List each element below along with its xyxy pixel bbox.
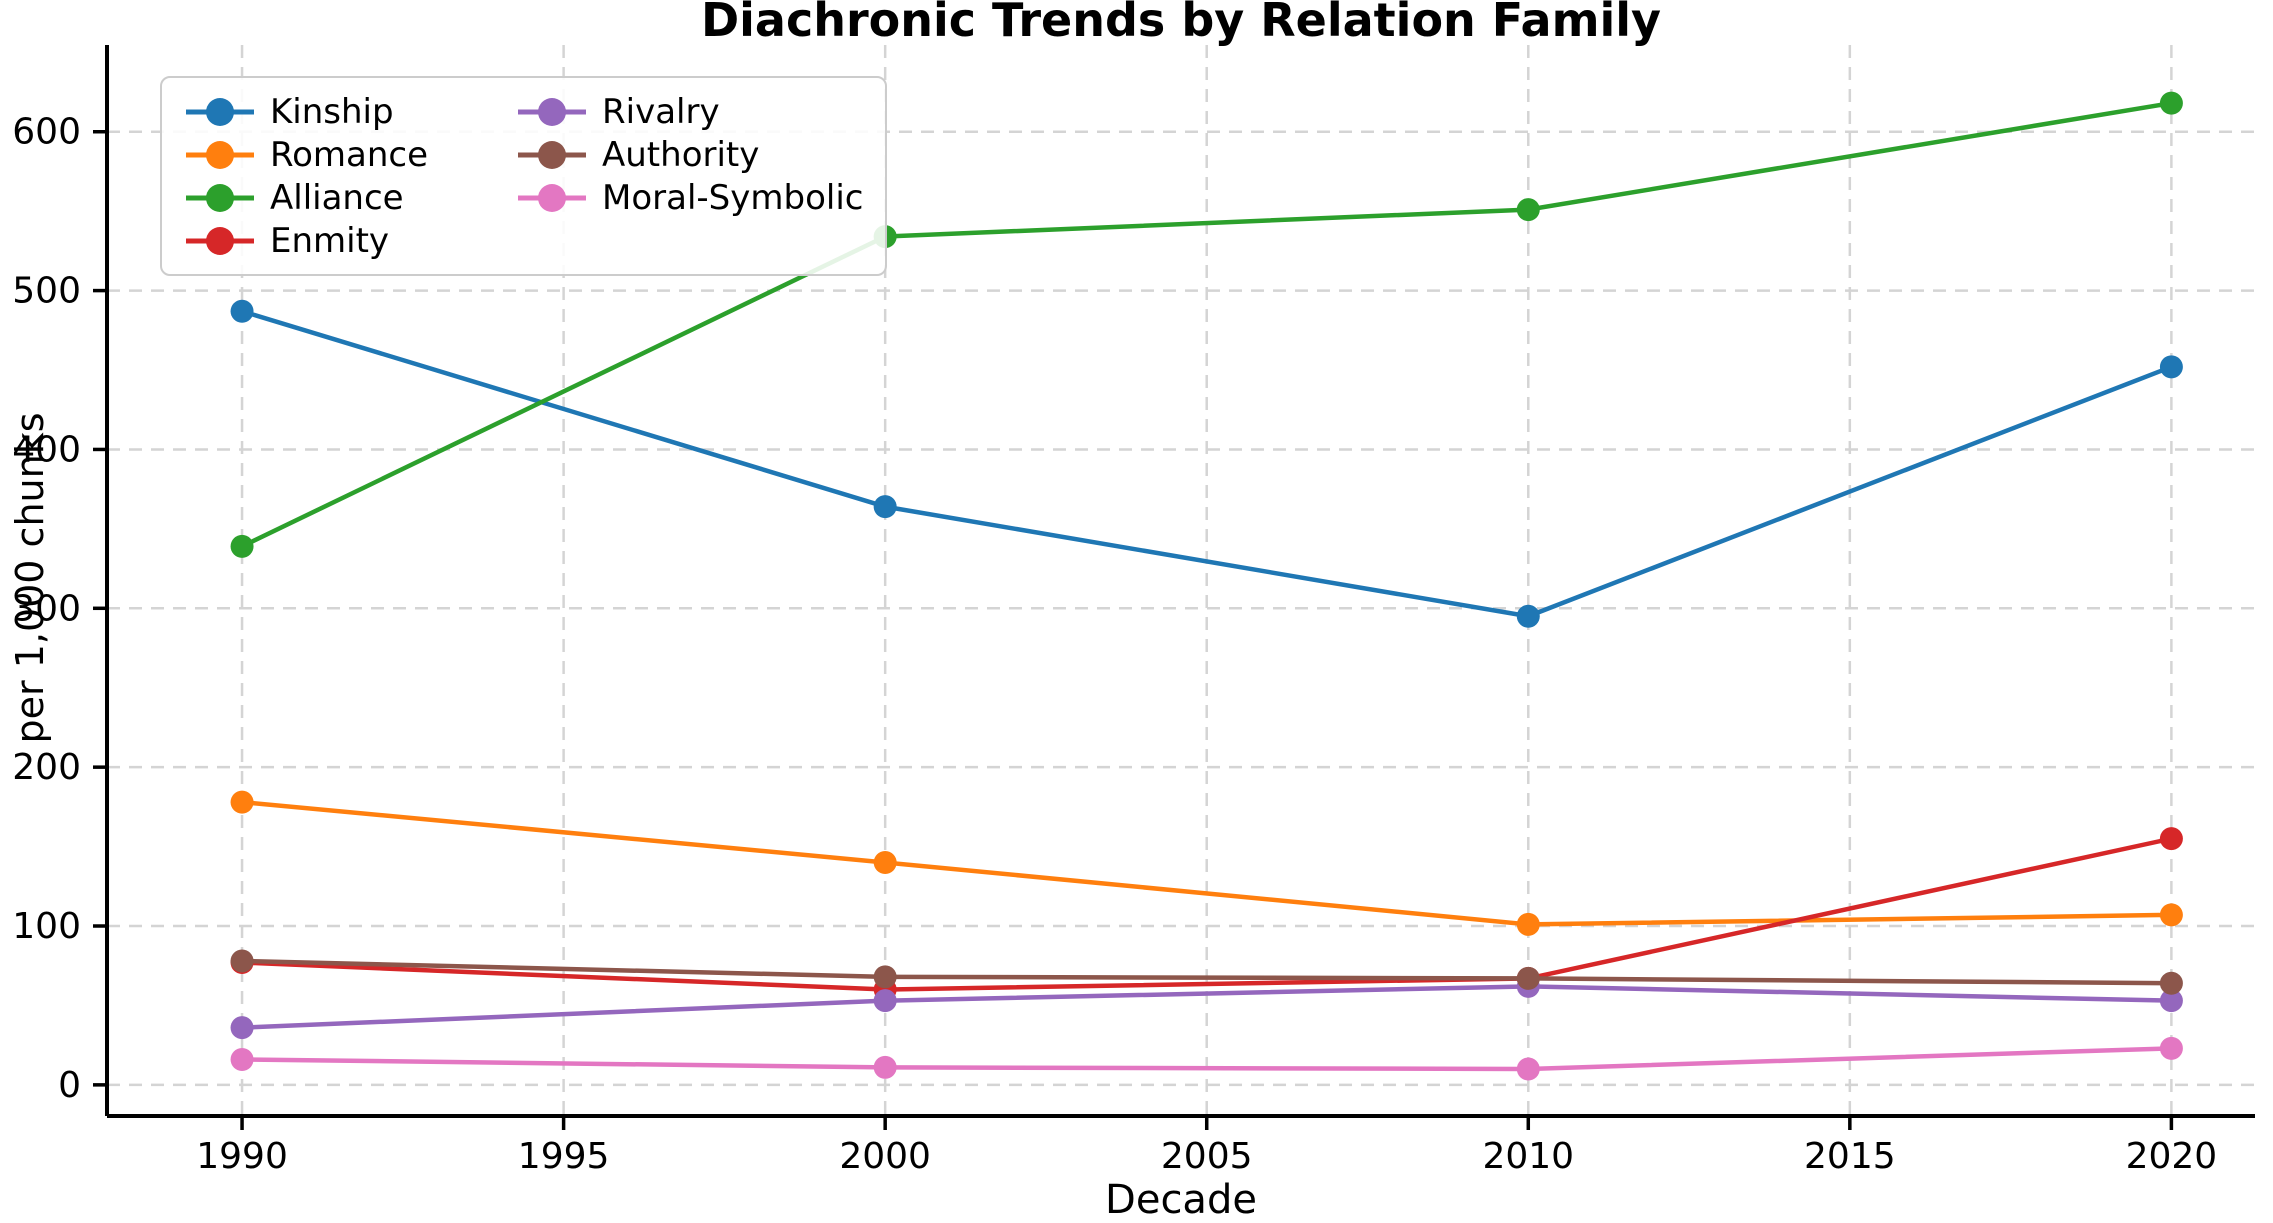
data-point-moral-symbolic-2010 — [1516, 1057, 1540, 1081]
x-tick-label: 2005 — [1161, 1136, 1253, 1177]
series-moral-symbolic — [230, 1036, 2183, 1081]
series-authority — [230, 949, 2183, 995]
series-line-enmity — [241, 836, 2172, 992]
legend-label-kinship: Kinship — [270, 91, 394, 132]
data-point-romance-2010 — [1516, 912, 1540, 936]
series-line-moral-symbolic — [242, 1046, 2172, 1072]
series-kinship — [230, 299, 2183, 628]
series-line-kinship — [241, 309, 2173, 619]
data-point-kinship-1990 — [230, 299, 254, 323]
x-axis-label: Decade — [1105, 1177, 1257, 1223]
legend-label-authority: Authority — [602, 134, 760, 175]
legend-label-enmity: Enmity — [270, 220, 390, 261]
legend-item-moral-symbolic: Moral-Symbolic — [516, 176, 863, 219]
data-point-romance-2020 — [2159, 903, 2183, 927]
data-point-alliance-2010 — [1516, 198, 1540, 222]
legend-label-alliance: Alliance — [270, 177, 404, 218]
y-tick-label: 500 — [12, 271, 81, 312]
legend-marker-romance — [186, 140, 254, 169]
x-tick-label: 2010 — [1482, 1136, 1574, 1177]
legend: Kinship Romance Alliance Enmity Rivalry Autho… — [160, 76, 888, 276]
data-point-authority-1990 — [230, 949, 254, 973]
data-point-alliance-2020 — [2159, 91, 2183, 115]
data-point-moral-symbolic-2020 — [2159, 1036, 2183, 1060]
legend-item-alliance: Alliance — [184, 176, 516, 219]
legend-marker-kinship — [186, 97, 254, 126]
legend-item-authority: Authority — [516, 133, 863, 176]
y-tick-label: 400 — [12, 429, 81, 470]
y-tick-label: 100 — [12, 906, 81, 947]
chart-title: Diachronic Trends by Relation Family — [700, 0, 1662, 47]
data-point-romance-2000 — [873, 850, 897, 874]
gridlines — [107, 45, 2255, 1116]
series-romance — [230, 790, 2183, 936]
data-point-rivalry-1990 — [230, 1016, 254, 1040]
y-tick-label: 600 — [12, 112, 81, 153]
series-line-authority — [241, 958, 2172, 986]
x-tick-label: 1990 — [196, 1136, 288, 1177]
legend-item-kinship: Kinship — [184, 90, 516, 133]
data-point-rivalry-2000 — [873, 989, 897, 1013]
data-point-alliance-1990 — [230, 534, 254, 558]
series-line-alliance — [241, 100, 2172, 549]
x-tick-label: 2020 — [2126, 1136, 2218, 1177]
legend-label-moral-symbolic: Moral-Symbolic — [602, 177, 864, 218]
data-point-enmity-2020 — [2159, 827, 2183, 851]
legend-marker-moral-symbolic — [518, 183, 586, 212]
data-point-moral-symbolic-2000 — [873, 1055, 897, 1079]
legend-item-romance: Romance — [184, 133, 516, 176]
legend-column: Rivalry Authority Moral-Symbolic — [516, 90, 863, 262]
legend-marker-rivalry — [518, 97, 586, 126]
data-point-kinship-2020 — [2159, 355, 2183, 379]
data-point-authority-2010 — [1516, 966, 1540, 990]
y-tick-label: 300 — [12, 588, 81, 629]
legend-marker-enmity — [186, 226, 254, 255]
x-tick-label: 2000 — [839, 1136, 931, 1177]
data-point-authority-2020 — [2159, 971, 2183, 995]
legend-label-romance: Romance — [270, 134, 429, 175]
series-line-romance — [241, 799, 2172, 927]
data-point-authority-2000 — [873, 965, 897, 989]
y-tick-label: 0 — [58, 1065, 81, 1106]
legend-item-rivalry: Rivalry — [516, 90, 863, 133]
series-line-rivalry — [241, 984, 2172, 1030]
data-point-romance-1990 — [230, 790, 254, 814]
legend-label-rivalry: Rivalry — [602, 91, 720, 132]
data-point-kinship-2010 — [1516, 604, 1540, 628]
x-tick-label: 2015 — [1804, 1136, 1896, 1177]
legend-marker-authority — [518, 140, 586, 169]
y-tick-label: 200 — [12, 747, 81, 788]
legend-item-enmity: Enmity — [184, 219, 516, 262]
legend-column: Kinship Romance Alliance Enmity — [184, 90, 516, 262]
x-tick-label: 1995 — [518, 1136, 610, 1177]
legend-marker-alliance — [186, 183, 254, 212]
data-point-rivalry-2020 — [2159, 989, 2183, 1013]
data-point-moral-symbolic-1990 — [230, 1047, 254, 1071]
data-point-kinship-2000 — [873, 495, 897, 519]
